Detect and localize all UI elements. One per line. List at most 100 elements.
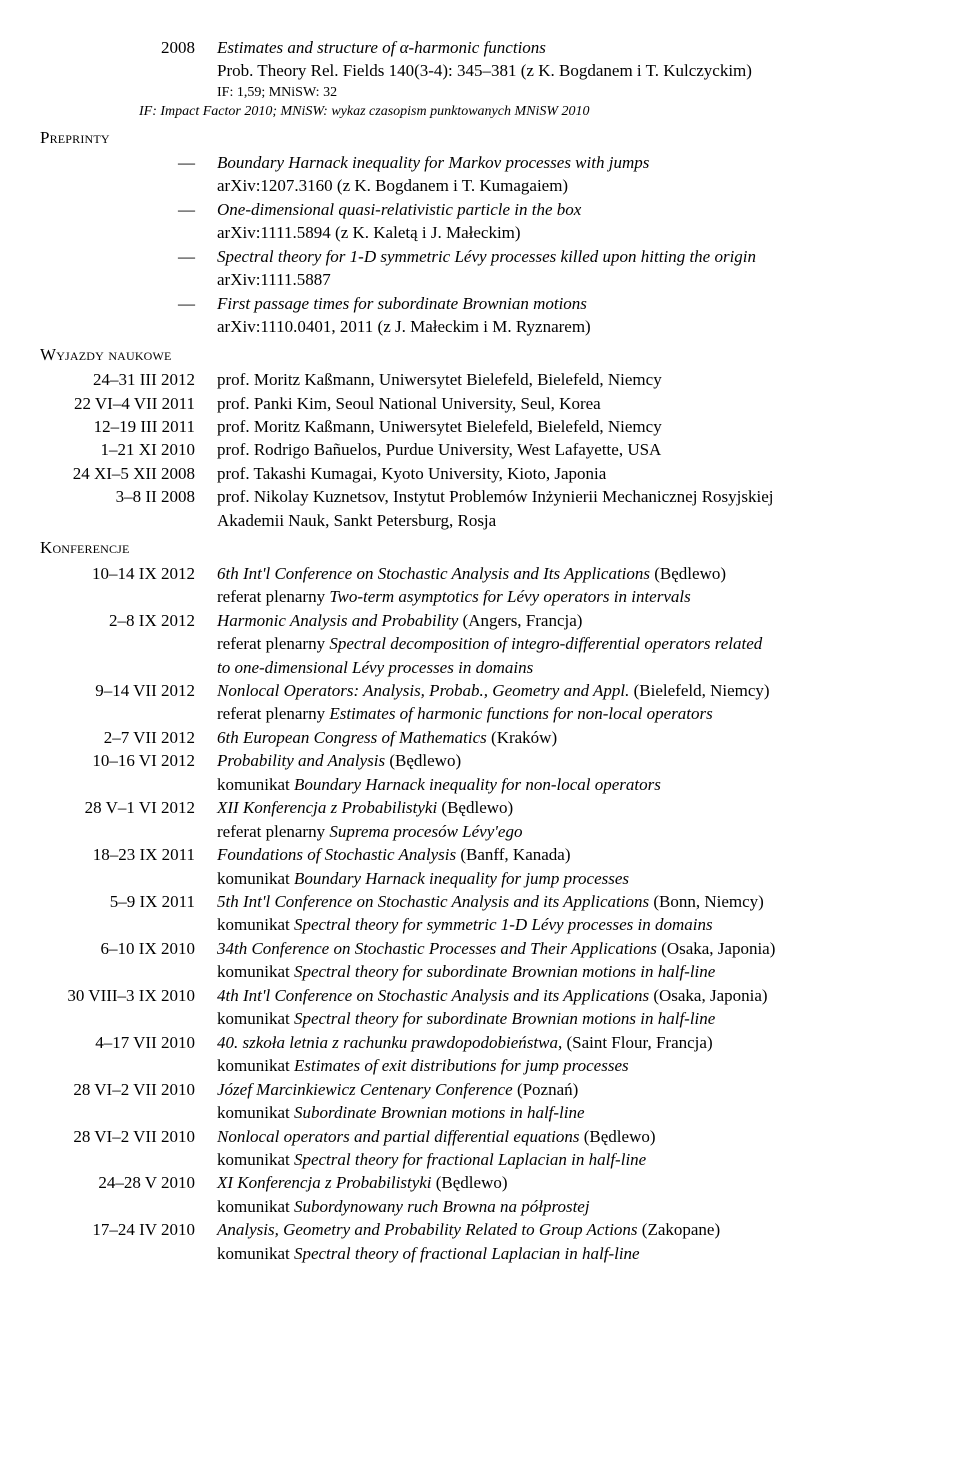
conference-date: 2–8 IX 2012 (40, 609, 217, 632)
preprint-title: Boundary Harnack inequality for Markov p… (217, 151, 922, 174)
trips-list: 24–31 III 2012prof. Moritz Kaßmann, Uniw… (40, 368, 922, 532)
conference-line1: Foundations of Stochastic Analysis (Banf… (217, 843, 922, 866)
conference-item: 28 VI–2 VII 2010Józef Marcinkiewicz Cent… (40, 1078, 922, 1101)
conferences-list: 10–14 IX 20126th Int'l Conference on Sto… (40, 562, 922, 1266)
conference-line2: komunikat Spectral theory for fractional… (40, 1148, 922, 1171)
preprint-sub: arXiv:1207.3160 (z K. Bogdanem i T. Kuma… (40, 174, 922, 197)
conference-line2: komunikat Spectral theory for symmetric … (40, 913, 922, 936)
section-trips: Wyjazdy naukowe (40, 343, 922, 366)
if-label: IF: (217, 85, 237, 100)
preprint-item: —First passage times for subordinate Bro… (40, 292, 922, 315)
conference-line1: Probability and Analysis (Będlewo) (217, 749, 922, 772)
conference-line2: komunikat Estimates of exit distribution… (40, 1054, 922, 1077)
trip-item: 3–8 II 2008prof. Nikolay Kuznetsov, Inst… (40, 485, 922, 508)
preprint-dash: — (40, 245, 217, 268)
trip-who: prof. Moritz Kaßmann, Uniwersytet Bielef… (217, 415, 922, 438)
preprints-list: —Boundary Harnack inequality for Markov … (40, 151, 922, 339)
conference-line2: referat plenarny Two-term asymptotics fo… (40, 585, 922, 608)
trip-who: prof. Rodrigo Bañuelos, Purdue Universit… (217, 438, 922, 461)
trip-date: 24–31 III 2012 (40, 368, 217, 391)
publication-note: IF: Impact Factor 2010; MNiSW: wykaz cza… (40, 102, 922, 121)
if-sep: ; MNiSW: (261, 85, 323, 100)
trip-date: 24 XI–5 XII 2008 (40, 462, 217, 485)
conference-line2: komunikat Subordynowany ruch Browna na p… (40, 1195, 922, 1218)
publication-reference: Prob. Theory Rel. Fields 140(3-4): 345–3… (40, 59, 922, 82)
conference-line1: 40. szkoła letnia z rachunku prawdopodob… (217, 1031, 922, 1054)
conference-line2: komunikat Subordinate Brownian motions i… (40, 1101, 922, 1124)
preprint-sub: arXiv:1111.5887 (40, 268, 922, 291)
trip-date: 22 VI–4 VII 2011 (40, 392, 217, 415)
conference-item: 30 VIII–3 IX 20104th Int'l Conference on… (40, 984, 922, 1007)
conference-line2: komunikat Spectral theory of fractional … (40, 1242, 922, 1265)
preprint-item: —Boundary Harnack inequality for Markov … (40, 151, 922, 174)
preprint-sub: arXiv:1111.5894 (z K. Kaletą i J. Małeck… (40, 221, 922, 244)
trip-date: 1–21 XI 2010 (40, 438, 217, 461)
conference-line1: 5th Int'l Conference on Stochastic Analy… (217, 890, 922, 913)
conference-line1: XII Konferencja z Probabilistyki (Będlew… (217, 796, 922, 819)
conference-line1: Analysis, Geometry and Probability Relat… (217, 1218, 922, 1241)
conference-date: 24–28 V 2010 (40, 1171, 217, 1194)
conference-item: 6–10 IX 201034th Conference on Stochasti… (40, 937, 922, 960)
trip-item: 24–31 III 2012prof. Moritz Kaßmann, Uniw… (40, 368, 922, 391)
conference-item: 9–14 VII 2012Nonlocal Operators: Analysi… (40, 679, 922, 702)
preprint-dash: — (40, 151, 217, 174)
conference-item: 5–9 IX 20115th Int'l Conference on Stoch… (40, 890, 922, 913)
trip-who: prof. Nikolay Kuznetsov, Instytut Proble… (217, 485, 922, 508)
conference-line2: referat plenarny Suprema procesów Lévy'e… (40, 820, 922, 843)
if-value: 1,59 (237, 85, 262, 100)
conference-item: 10–16 VI 2012Probability and Analysis (B… (40, 749, 922, 772)
conference-date: 9–14 VII 2012 (40, 679, 217, 702)
conference-line1: 4th Int'l Conference on Stochastic Analy… (217, 984, 922, 1007)
section-preprints: Preprinty (40, 126, 922, 149)
trip-who: prof. Takashi Kumagai, Kyoto University,… (217, 462, 922, 485)
publication-if: IF: 1,59; MNiSW: 32 (40, 83, 922, 102)
preprint-title: One-dimensional quasi-relativistic parti… (217, 198, 922, 221)
conference-line1: Harmonic Analysis and Probability (Anger… (217, 609, 922, 632)
preprint-item: —Spectral theory for 1-D symmetric Lévy … (40, 245, 922, 268)
trip-date: 12–19 III 2011 (40, 415, 217, 438)
trip-date: 3–8 II 2008 (40, 485, 217, 508)
trip-item: 12–19 III 2011prof. Moritz Kaßmann, Uniw… (40, 415, 922, 438)
conference-item: 2–7 VII 20126th European Congress of Mat… (40, 726, 922, 749)
trip-who: prof. Moritz Kaßmann, Uniwersytet Bielef… (217, 368, 922, 391)
conference-item: 28 V–1 VI 2012XII Konferencja z Probabil… (40, 796, 922, 819)
preprint-title: First passage times for subordinate Brow… (217, 292, 922, 315)
conference-item: 2–8 IX 2012Harmonic Analysis and Probabi… (40, 609, 922, 632)
conference-item: 28 VI–2 VII 2010Nonlocal operators and p… (40, 1125, 922, 1148)
conference-line2: referat plenarny Estimates of harmonic f… (40, 702, 922, 725)
conference-date: 17–24 IV 2010 (40, 1218, 217, 1241)
conference-line2: komunikat Spectral theory for subordinat… (40, 1007, 922, 1030)
conference-line1: Nonlocal operators and partial different… (217, 1125, 922, 1148)
trip-item: 1–21 XI 2010prof. Rodrigo Bañuelos, Purd… (40, 438, 922, 461)
trip-item: 22 VI–4 VII 2011prof. Panki Kim, Seoul N… (40, 392, 922, 415)
trip-who-cont: Akademii Nauk, Sankt Petersburg, Rosja (40, 509, 922, 532)
preprint-sub: arXiv:1110.0401, 2011 (z J. Małeckim i M… (40, 315, 922, 338)
conference-line2: referat plenarny Spectral decomposition … (40, 632, 922, 655)
conference-line2: komunikat Spectral theory for subordinat… (40, 960, 922, 983)
preprint-item: —One-dimensional quasi-relativistic part… (40, 198, 922, 221)
conference-date: 30 VIII–3 IX 2010 (40, 984, 217, 1007)
conference-date: 2–7 VII 2012 (40, 726, 217, 749)
conference-line1: Józef Marcinkiewicz Centenary Conference… (217, 1078, 922, 1101)
conference-date: 28 VI–2 VII 2010 (40, 1078, 217, 1101)
conference-line1: 6th Int'l Conference on Stochastic Analy… (217, 562, 922, 585)
conference-date: 28 VI–2 VII 2010 (40, 1125, 217, 1148)
conference-date: 28 V–1 VI 2012 (40, 796, 217, 819)
conference-line3: to one-dimensional Lévy processes in dom… (40, 656, 922, 679)
publication-entry: 2008 Estimates and structure of α-harmon… (40, 36, 922, 59)
trip-who: prof. Panki Kim, Seoul National Universi… (217, 392, 922, 415)
conference-line1: 6th European Congress of Mathematics (Kr… (217, 726, 922, 749)
mnisw-value: 32 (323, 85, 337, 100)
conference-date: 10–14 IX 2012 (40, 562, 217, 585)
conference-line1: 34th Conference on Stochastic Processes … (217, 937, 922, 960)
conference-line1: XI Konferencja z Probabilistyki (Będlewo… (217, 1171, 922, 1194)
conference-date: 10–16 VI 2012 (40, 749, 217, 772)
publication-title: Estimates and structure of α-harmonic fu… (217, 36, 922, 59)
preprint-dash: — (40, 292, 217, 315)
conference-date: 5–9 IX 2011 (40, 890, 217, 913)
trip-item: 24 XI–5 XII 2008prof. Takashi Kumagai, K… (40, 462, 922, 485)
preprint-title: Spectral theory for 1-D symmetric Lévy p… (217, 245, 922, 268)
section-conferences: Konferencje (40, 536, 922, 559)
conference-item: 17–24 IV 2010Analysis, Geometry and Prob… (40, 1218, 922, 1241)
conference-item: 10–14 IX 20126th Int'l Conference on Sto… (40, 562, 922, 585)
